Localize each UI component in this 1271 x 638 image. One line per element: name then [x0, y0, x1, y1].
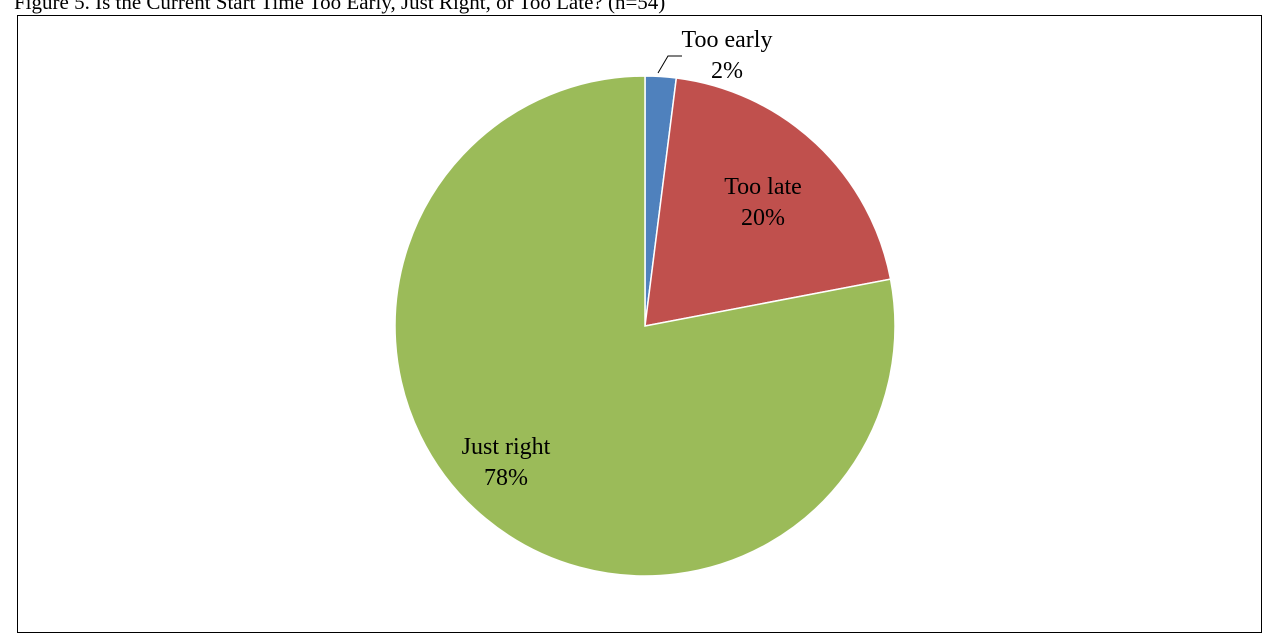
- slice-layer: [394, 75, 896, 577]
- data-label-percent: 20%: [741, 205, 785, 231]
- data-label-name: Too late: [724, 174, 802, 200]
- leader-line-too-early: [657, 55, 682, 74]
- chart-frame: Too early 2% Too late 20% Just right 78%: [17, 15, 1262, 633]
- slice-just-right: [394, 75, 896, 577]
- data-label-name: Too early: [682, 27, 773, 53]
- data-label-too-late: Too late 20%: [724, 174, 802, 231]
- leader-layer: [657, 55, 682, 74]
- data-label-percent: 78%: [484, 465, 528, 491]
- pie-chart: Too early 2% Too late 20% Just right 78%: [394, 27, 896, 577]
- data-label-percent: 2%: [711, 58, 743, 84]
- data-label-too-early: Too early 2%: [682, 27, 773, 84]
- data-label-name: Just right: [462, 434, 551, 460]
- data-label-just-right: Just right 78%: [462, 434, 551, 491]
- figure-caption: Figure 5. Is the Current Start Time Too …: [14, 0, 666, 14]
- slice-too-late: [644, 77, 892, 327]
- label-layer: Too early 2% Too late 20% Just right 78%: [462, 27, 802, 491]
